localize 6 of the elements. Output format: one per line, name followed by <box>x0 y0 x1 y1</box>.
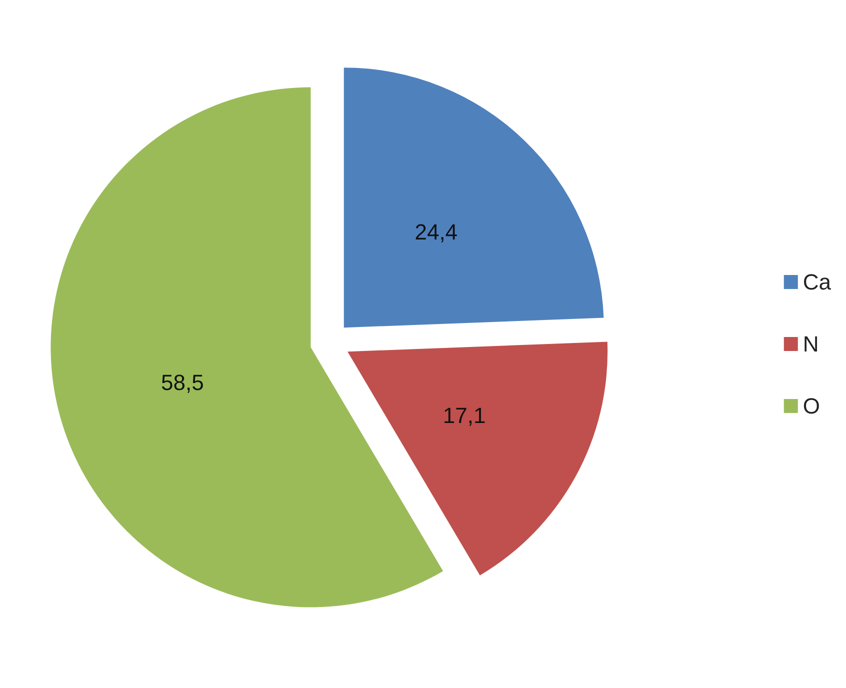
data-label: 58,5 <box>161 370 204 395</box>
data-label: 17,1 <box>442 402 486 428</box>
legend-label: Ca <box>802 270 832 294</box>
legend-label: O <box>802 394 820 418</box>
data-label: 24,4 <box>414 219 458 244</box>
legend-label: N <box>802 332 819 356</box>
